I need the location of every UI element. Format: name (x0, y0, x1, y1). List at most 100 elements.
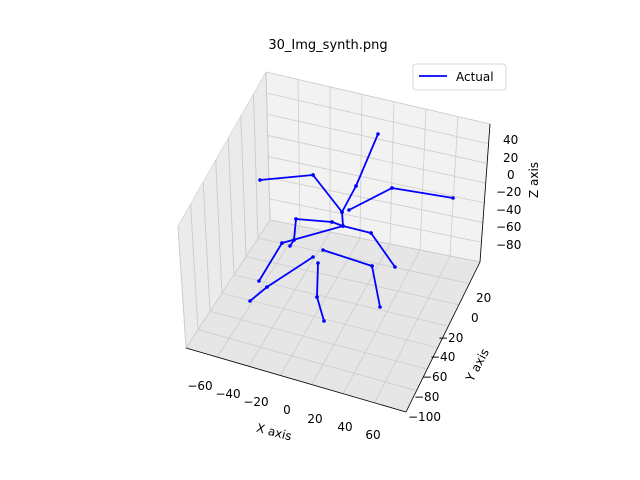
y-tick: 0 (471, 311, 479, 325)
grid-line (197, 329, 417, 391)
y-tick: −40 (430, 350, 455, 364)
skeleton-segment (342, 225, 372, 234)
skeleton-segment (331, 221, 344, 227)
skeleton-joint (369, 231, 373, 235)
skeleton-segment (316, 296, 325, 322)
grid-line (245, 256, 459, 306)
grid-line (227, 137, 235, 275)
skeleton-joint (257, 279, 261, 283)
grid-line (268, 156, 485, 204)
grid-line (297, 79, 301, 227)
skeleton-joint (316, 261, 320, 265)
skeleton-joint (330, 220, 334, 224)
z-tick: −80 (496, 238, 521, 252)
skeleton-segment (348, 187, 393, 211)
skeleton-joint (248, 299, 252, 303)
axis-edges (185, 123, 491, 413)
grid-line (449, 116, 459, 257)
y-axis-label: Y axis (463, 346, 492, 385)
grid-line (265, 71, 491, 125)
grid-line (374, 255, 451, 404)
grid-line (342, 249, 421, 394)
skeleton-joint (258, 178, 262, 182)
grid-line (185, 219, 271, 349)
skeleton-segment (295, 218, 333, 223)
skeleton-joint (354, 184, 358, 188)
y-tick: −20 (438, 331, 463, 345)
skeleton-joint (347, 208, 351, 212)
skeleton-joint (378, 305, 382, 309)
grid-line (268, 177, 483, 223)
z-tick: 20 (503, 151, 518, 165)
skeleton-joint (321, 248, 325, 252)
grid-line (269, 198, 482, 243)
grid-line (267, 135, 486, 184)
skeleton-segment (249, 286, 268, 302)
grid-line (269, 219, 481, 263)
skeleton-segment (316, 262, 319, 298)
grid-line (240, 115, 247, 257)
grid-line (177, 225, 187, 349)
skeleton-joint (341, 224, 345, 228)
skeleton-joint (265, 285, 269, 289)
skeleton-joint (322, 319, 326, 323)
x-tick: 40 (337, 420, 352, 434)
skeleton-segment (258, 242, 283, 282)
x-tick: −60 (187, 379, 212, 393)
legend: Actual (412, 63, 507, 91)
grid-line (233, 274, 449, 327)
skeleton-segment (370, 232, 396, 268)
skeleton-joint (340, 210, 344, 214)
skeleton-segment (341, 211, 344, 227)
skeleton-joint (370, 264, 374, 268)
z-tick: 40 (503, 133, 518, 147)
grid-line (202, 181, 211, 312)
grid-line (265, 71, 271, 221)
skeleton-joint (311, 173, 315, 177)
skeleton-joint (311, 255, 315, 259)
skeleton-joint (280, 241, 284, 245)
skeleton-segment (322, 249, 373, 267)
grid-line (190, 203, 199, 330)
x-axis-label: X axis (255, 421, 293, 444)
skeleton-joint (451, 196, 455, 200)
skeleton-segment (259, 174, 314, 181)
grid-line (359, 94, 363, 239)
skeleton-joint (315, 295, 319, 299)
skeleton-segment (293, 218, 297, 241)
x-tick: 20 (307, 412, 322, 426)
skeleton-joints (248, 132, 455, 323)
y-tick-labels: 20 0 −20 −40 −60 −80 −100 (408, 291, 491, 424)
legend-label: Actual (456, 70, 494, 84)
grid-line (253, 93, 259, 239)
grid-line (248, 231, 331, 367)
skeleton-joint (288, 244, 292, 248)
z-tick: 0 (507, 168, 515, 182)
x-tick: 60 (365, 428, 380, 442)
chart-title: 30_Img_synth.png (268, 38, 387, 53)
skeleton-segment (341, 185, 357, 213)
z-tick: −60 (496, 220, 521, 234)
grid-line (221, 292, 438, 349)
y-tick: −100 (408, 410, 441, 424)
grid-line (266, 92, 489, 145)
y-tick: 20 (476, 291, 491, 305)
skeleton-joint (292, 238, 296, 242)
grid-line (209, 311, 428, 370)
grid-line (257, 237, 470, 284)
z-axis-label: Z axis (527, 162, 541, 198)
skeleton-segment (371, 265, 381, 308)
z-tick: −40 (496, 203, 521, 217)
x-tick: 0 (283, 403, 291, 417)
grid-line (389, 101, 395, 245)
skeleton-series (249, 133, 454, 322)
skeleton-segment (391, 187, 454, 199)
skeleton-segment (355, 133, 379, 187)
grid-line (267, 113, 488, 164)
x-tick: −40 (215, 387, 240, 401)
skeleton-segment (281, 225, 344, 244)
skeleton-joint (376, 132, 380, 136)
skeleton-joint (393, 265, 397, 269)
z-tick-labels: 40 20 0 −20 −40 −60 −80 (496, 133, 521, 252)
